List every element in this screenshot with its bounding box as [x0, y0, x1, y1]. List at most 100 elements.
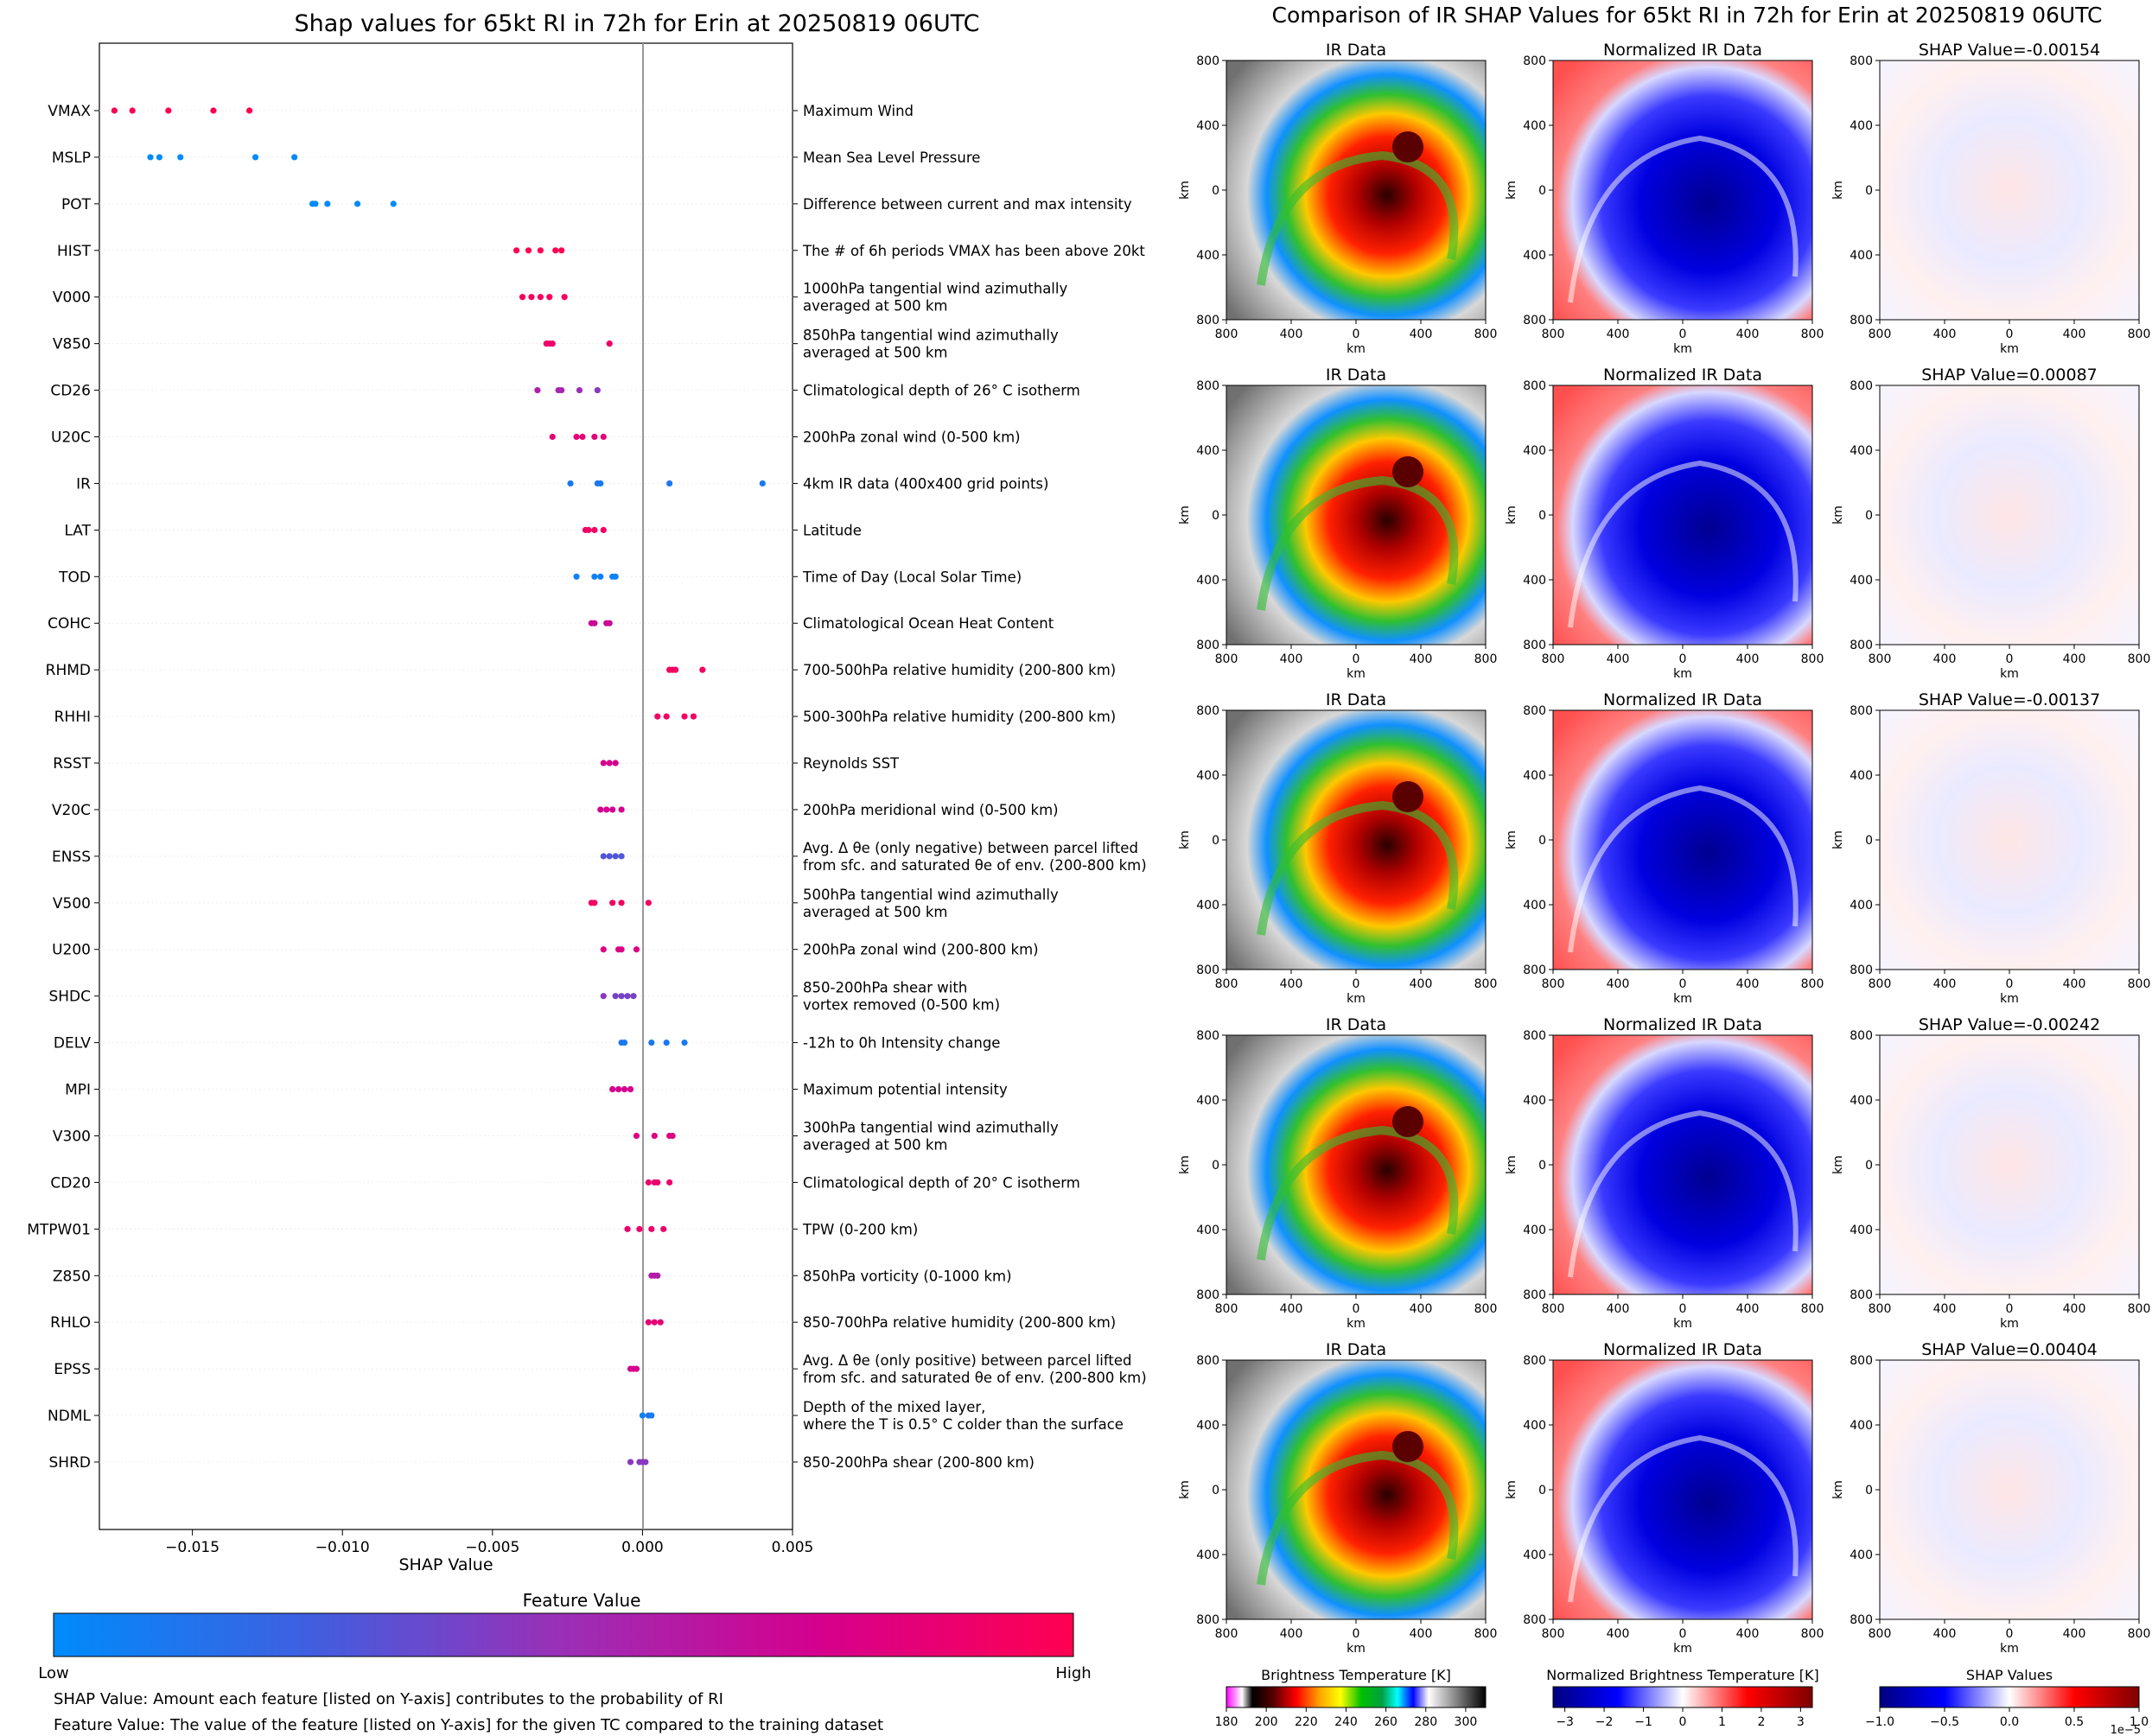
shap-point — [546, 294, 553, 301]
shap-point — [618, 853, 625, 860]
x-tick-label: 400 — [1280, 1627, 1303, 1641]
panel-r5-c3: SHAP Value=0.004048008004004000040040080… — [1831, 1340, 2150, 1656]
x-tick-label: 800 — [1801, 977, 1824, 991]
shap-point — [618, 806, 625, 813]
feature-description: Maximum potential intensity — [803, 1082, 1008, 1098]
y-tick-label: 400 — [1850, 1224, 1873, 1237]
x-tick-label: 400 — [2063, 327, 2086, 341]
y-axis-label: km — [1178, 506, 1192, 525]
feature-row-ir: IR 4km IR data (400x400 grid points) — [76, 475, 1048, 493]
shap-point — [573, 433, 580, 441]
shap-point — [657, 1319, 664, 1326]
y-tick-label: 0 — [1538, 1159, 1546, 1173]
panel-title: IR Data — [1326, 1340, 1386, 1359]
shap-beeswarm-plot: VMAX Maximum Wind MSLP Mean Sea Level Press… — [27, 42, 1147, 1574]
panel-title: IR Data — [1326, 366, 1386, 385]
colorbar-tick-label: 200 — [1255, 1715, 1278, 1729]
shap-point — [600, 853, 607, 860]
y-tick-label: 800 — [1523, 314, 1546, 327]
shap-point — [627, 1459, 634, 1466]
feature-description: Maximum Wind — [803, 103, 914, 119]
x-tick-label: 800 — [1869, 327, 1892, 341]
shap-point — [660, 1225, 667, 1232]
y-tick-label: 800 — [1196, 379, 1219, 393]
feature-description: Latitude — [803, 522, 862, 538]
feature-description: 850-700hPa relative humidity (200-800 km… — [803, 1314, 1116, 1331]
feature-label: DELV — [54, 1035, 91, 1052]
x-tick-label: 0 — [1353, 1627, 1360, 1641]
feature-row-lat: LAT Latitude — [64, 522, 861, 539]
feature-description: 850-200hPa shear with — [803, 980, 967, 996]
feature-label: VMAX — [48, 103, 91, 120]
feature-description: where the T is 0.5° C colder than the su… — [803, 1416, 1124, 1433]
x-tick-label: 400 — [2063, 652, 2086, 666]
shap-point — [594, 386, 601, 394]
colorbar-gradient — [1226, 1686, 1487, 1708]
shap-point — [606, 853, 613, 860]
feature-label: V850 — [53, 336, 91, 353]
panel-image — [1552, 1034, 1813, 1295]
rainband — [1568, 785, 1799, 953]
feature-row-rhmd: RHMD 700-500hPa relative humidity (200-80… — [46, 662, 1117, 679]
panel-title: Normalized IR Data — [1603, 366, 1762, 385]
shap-point — [528, 294, 535, 301]
x-tick-label: 800 — [1869, 1302, 1892, 1316]
x-tick-label: 800 — [1542, 977, 1565, 991]
shap-point — [597, 573, 604, 580]
feature-row-shrd: SHRD 850-200hPa shear (200-800 km) — [49, 1454, 1035, 1472]
x-axis-label: km — [1673, 1642, 1692, 1656]
y-tick-label: 800 — [1196, 1354, 1219, 1368]
y-tick-label: 400 — [1196, 1548, 1219, 1562]
y-tick-label: 400 — [1196, 444, 1219, 458]
shap-point — [654, 1179, 661, 1186]
panel-r3-c3: SHAP Value=-0.00137800800400400004004008… — [1831, 690, 2150, 1006]
x-tick-label: 400 — [1933, 1302, 1957, 1316]
panel-title: SHAP Value=-0.00242 — [1919, 1015, 2100, 1034]
y-axis-label: km — [1505, 1480, 1518, 1499]
shap-point — [537, 294, 544, 301]
x-axis-label: km — [1347, 1642, 1366, 1656]
feature-description: Depth of the mixed layer, — [803, 1399, 985, 1415]
panel-title: Normalized IR Data — [1603, 690, 1762, 709]
x-tick-label: 800 — [1801, 1627, 1824, 1641]
x-tick-label: 400 — [1280, 652, 1303, 666]
x-tick-label: 400 — [1410, 1627, 1433, 1641]
feature-label: IR — [76, 475, 91, 493]
y-tick-label: 400 — [1850, 249, 1873, 263]
shap-point — [251, 154, 259, 161]
shap-point — [621, 1085, 628, 1093]
y-tick-label: 0 — [1538, 1484, 1546, 1498]
colorbar-tick-label: −2 — [1595, 1715, 1614, 1729]
shap-point — [324, 200, 331, 207]
shap-point — [663, 713, 670, 720]
y-axis-label: km — [1505, 181, 1518, 200]
rainband — [1257, 475, 1459, 611]
colorbar-3: SHAP Values −1.0 −0.5 0.0 0.5 1.01e−5 — [1865, 1667, 2149, 1736]
x-tick-label: 800 — [1542, 1302, 1565, 1316]
left-chart-title: Shap values for 65kt RI in 72h for Erin … — [294, 10, 979, 37]
x-tick-label: 400 — [1607, 977, 1630, 991]
panel-image — [1552, 1359, 1813, 1620]
y-tick-label: 0 — [1538, 834, 1546, 848]
shap-point — [651, 1132, 658, 1140]
shap-point — [648, 1412, 655, 1419]
feature-description: Climatological depth of 20° C isotherm — [803, 1174, 1080, 1191]
feature-row-ndml: NDML Depth of the mixed layer,where the T… — [48, 1399, 1124, 1433]
feature-row-v000: V000 1000hPa tangential wind azimuthallya… — [53, 281, 1068, 315]
hot-tower — [1392, 456, 1423, 487]
y-tick-label: 800 — [1523, 1288, 1546, 1302]
panel-r2-c2: Normalized IR Data8008004004000040040080… — [1505, 366, 1824, 681]
shap-point — [513, 247, 520, 254]
panel-title: Normalized IR Data — [1603, 1340, 1762, 1359]
y-tick-label: 0 — [1212, 509, 1219, 523]
panel-title: IR Data — [1326, 1015, 1386, 1034]
x-axis-label: SHAP Value — [398, 1555, 493, 1574]
shap-point — [612, 573, 619, 580]
shap-point — [699, 666, 706, 673]
colorbar-gradient — [1552, 1686, 1813, 1708]
x-tick-label: 800 — [1215, 652, 1238, 666]
x-tick-label: 400 — [1607, 1302, 1630, 1316]
feature-label: RHMD — [46, 662, 91, 679]
y-tick-label: 800 — [1196, 1288, 1219, 1302]
